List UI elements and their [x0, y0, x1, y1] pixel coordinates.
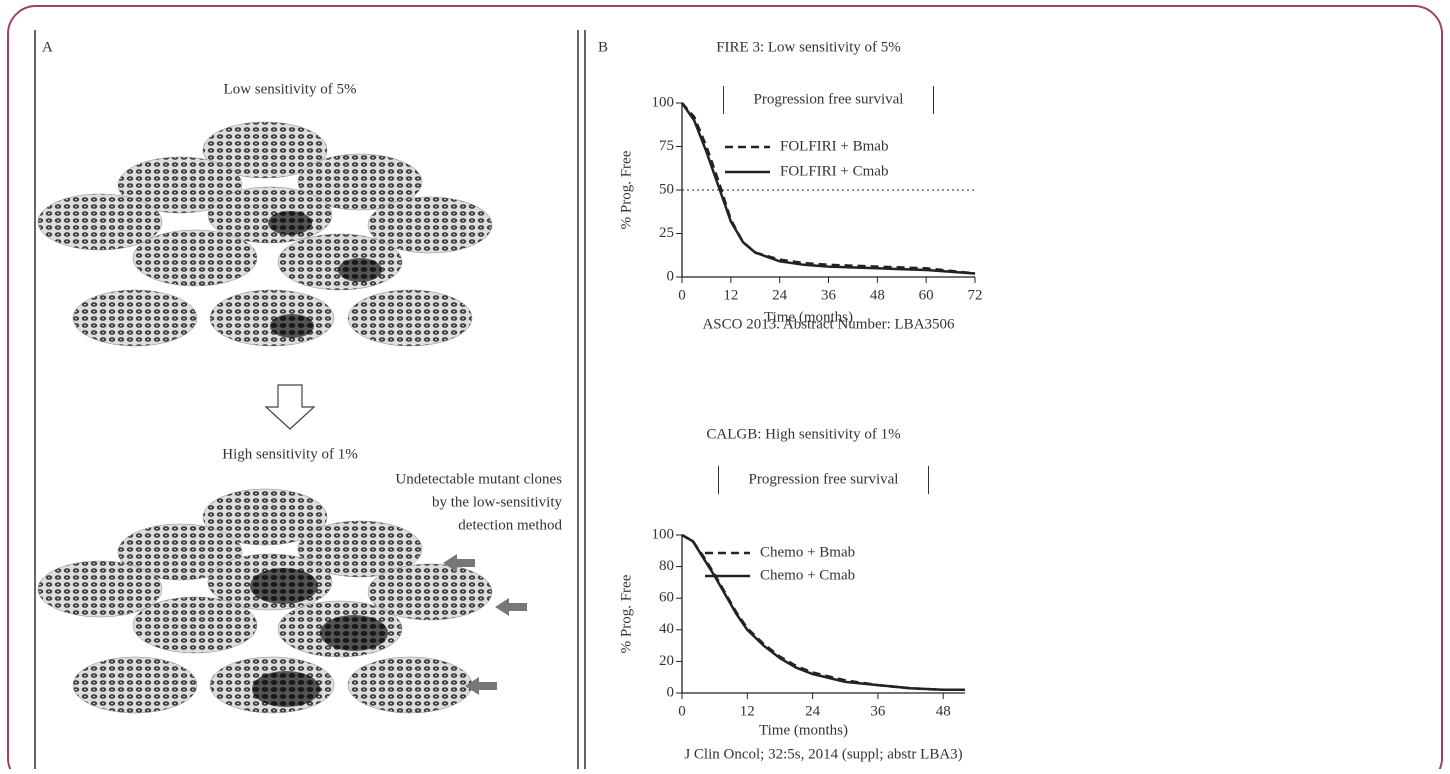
x-tick-label: 12: [740, 703, 755, 719]
y-tick-label: 50: [659, 181, 674, 197]
y-tick-label: 75: [659, 138, 674, 154]
cell-cluster: [117, 523, 243, 581]
cell-cluster: [297, 520, 423, 578]
cell-cluster: [347, 656, 473, 714]
y-tick-label: 100: [652, 94, 675, 110]
cell-cluster: [367, 196, 493, 254]
chart-title: FIRE 3: Low sensitivity of 5%: [716, 39, 901, 55]
x-tick-label: 0: [678, 287, 686, 303]
survival-curve: [681, 102, 976, 275]
annotation: by the low-sensitivity: [432, 494, 562, 510]
survival-curve: [681, 533, 965, 692]
x-tick-label: 36: [870, 703, 886, 719]
cell-cluster: [202, 121, 328, 179]
x-tick-label: 0: [678, 703, 686, 719]
chart-title: CALGB: High sensitivity of 1%: [706, 426, 900, 442]
y-tick-label: 0: [667, 268, 675, 284]
cell-cluster: [202, 488, 328, 546]
cell-cluster: [37, 560, 163, 618]
legend-label: Chemo + Bmab: [760, 544, 855, 560]
mutant-clone: [268, 211, 312, 235]
mutant-clone: [270, 314, 314, 338]
cell-cluster: [347, 289, 473, 347]
cell-cluster: [117, 156, 243, 214]
y-tick-label: 25: [659, 225, 674, 241]
mutant-clone: [320, 615, 388, 651]
legend-label: Chemo + Cmab: [760, 567, 855, 583]
cell-cluster: [132, 229, 258, 287]
x-tick-label: 48: [936, 703, 951, 719]
y-axis-label: % Prog. Free: [618, 574, 634, 653]
cell-cluster: [37, 193, 163, 251]
survival-curve: [680, 102, 976, 275]
x-tick-label: 24: [772, 287, 788, 303]
y-tick-label: 100: [652, 526, 675, 542]
source-note: J Clin Oncol; 32:5s, 2014 (suppl; abstr …: [684, 746, 962, 762]
y-tick-label: 20: [659, 653, 674, 669]
cell-cluster: [209, 289, 335, 347]
chart-subtitle: Progression free survival: [749, 471, 899, 487]
legend-label: FOLFIRI + Cmab: [780, 163, 888, 179]
mutant-clone: [252, 671, 320, 707]
down-arrow: [264, 384, 316, 430]
cell-cluster: [132, 596, 258, 654]
source-note: ASCO 2013. Abstract Number: LBA3506: [702, 316, 955, 332]
panel-label: A: [42, 39, 53, 55]
x-tick-label: 48: [870, 287, 885, 303]
cell-cluster: [72, 656, 198, 714]
x-tick-label: 72: [968, 287, 983, 303]
cell-cluster: [367, 563, 493, 621]
y-tick-label: 60: [659, 590, 674, 606]
x-tick-label: 36: [821, 287, 837, 303]
annotation: detection method: [458, 517, 562, 533]
arrow: [443, 554, 475, 572]
cell-cluster: [297, 153, 423, 211]
y-tick-label: 0: [667, 684, 675, 700]
mutant-clone: [250, 568, 318, 604]
panel-title: High sensitivity of 1%: [222, 446, 357, 462]
arrow: [465, 677, 497, 695]
panel-title: Low sensitivity of 5%: [224, 81, 357, 97]
y-tick-label: 80: [659, 558, 674, 574]
frame: [7, 5, 1443, 774]
cell-cluster: [277, 233, 403, 291]
cell-clusters: [37, 121, 493, 714]
cell-cluster: [72, 289, 198, 347]
mutant-clone: [338, 258, 382, 282]
arrow: [495, 598, 527, 616]
x-tick-label: 60: [919, 287, 934, 303]
legend-label: FOLFIRI + Bmab: [780, 138, 888, 154]
annotation: Undetectable mutant clones: [395, 471, 562, 487]
pointer-arrows: [443, 554, 527, 695]
chart-subtitle: Progression free survival: [754, 91, 904, 107]
x-axis-label: Time (months): [759, 722, 848, 738]
panel-label: B: [598, 39, 608, 55]
y-tick-label: 40: [659, 621, 674, 637]
x-tick-label: 24: [805, 703, 821, 719]
y-axis-label: % Prog. Free: [618, 150, 634, 229]
x-axis-label: Time (months): [764, 309, 853, 325]
x-tick-label: 12: [723, 287, 738, 303]
